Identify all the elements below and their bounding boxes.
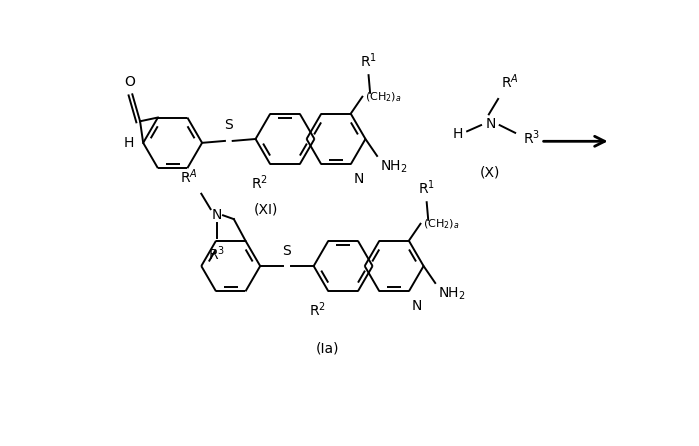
Text: H: H [124, 136, 134, 150]
Text: (CH$_2$)$_a$: (CH$_2$)$_a$ [365, 90, 401, 103]
Text: R$^1$: R$^1$ [360, 51, 377, 70]
Text: R$^A$: R$^A$ [501, 73, 519, 91]
Text: S: S [282, 244, 291, 258]
Text: H: H [453, 128, 463, 141]
Text: (CH$_2$)$_a$: (CH$_2$)$_a$ [423, 217, 459, 231]
Text: R$^2$: R$^2$ [251, 173, 268, 192]
Text: O: O [124, 75, 136, 89]
Text: (XI): (XI) [254, 203, 278, 217]
Text: N: N [212, 208, 222, 222]
Text: N: N [412, 299, 422, 313]
Text: NH$_2$: NH$_2$ [438, 286, 466, 302]
Text: (X): (X) [480, 166, 500, 180]
Text: R$^3$: R$^3$ [208, 244, 225, 263]
Text: NH$_2$: NH$_2$ [380, 159, 408, 175]
Text: (Ia): (Ia) [316, 342, 340, 355]
Text: N: N [485, 116, 496, 131]
Text: R$^2$: R$^2$ [309, 301, 326, 319]
Text: R$^1$: R$^1$ [418, 178, 435, 197]
Text: S: S [224, 119, 233, 132]
Text: N: N [354, 172, 364, 186]
Text: R$^A$: R$^A$ [180, 167, 199, 186]
Text: R$^3$: R$^3$ [523, 128, 540, 147]
